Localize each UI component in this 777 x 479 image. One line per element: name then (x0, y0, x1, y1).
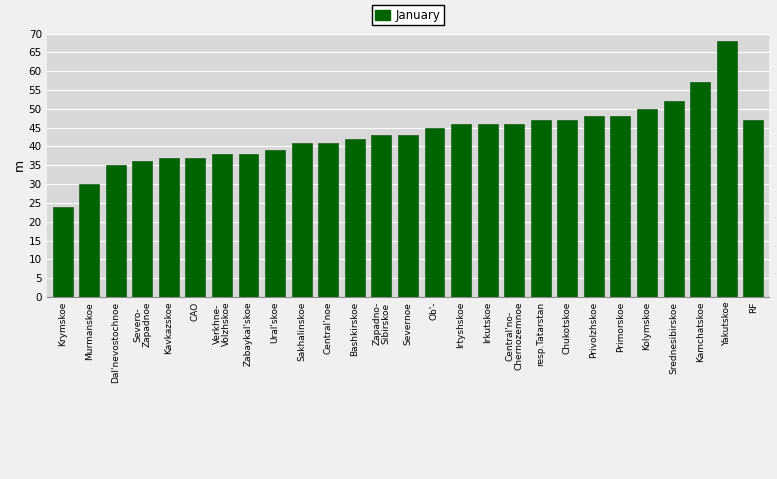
Bar (186, 158, 205, 297)
Bar (637, 109, 657, 297)
Bar (557, 120, 577, 297)
Bar (478, 124, 497, 297)
Bar (159, 158, 179, 297)
Bar (239, 154, 259, 297)
Legend: January: January (372, 5, 444, 25)
Bar (53, 206, 72, 297)
Bar (371, 135, 392, 297)
Bar (611, 116, 630, 297)
Bar (106, 165, 126, 297)
Bar (531, 120, 551, 297)
Bar (79, 184, 99, 297)
Bar (451, 124, 471, 297)
Bar (291, 143, 312, 297)
Bar (398, 135, 418, 297)
Bar (744, 120, 763, 297)
Bar (319, 143, 338, 297)
Bar (265, 150, 285, 297)
Bar (664, 101, 684, 297)
Bar (716, 41, 737, 297)
Bar (212, 154, 232, 297)
Y-axis label: m: m (12, 159, 26, 171)
Bar (584, 116, 604, 297)
Bar (504, 124, 524, 297)
Bar (345, 139, 364, 297)
Bar (690, 82, 710, 297)
Bar (424, 127, 444, 297)
Bar (132, 161, 152, 297)
